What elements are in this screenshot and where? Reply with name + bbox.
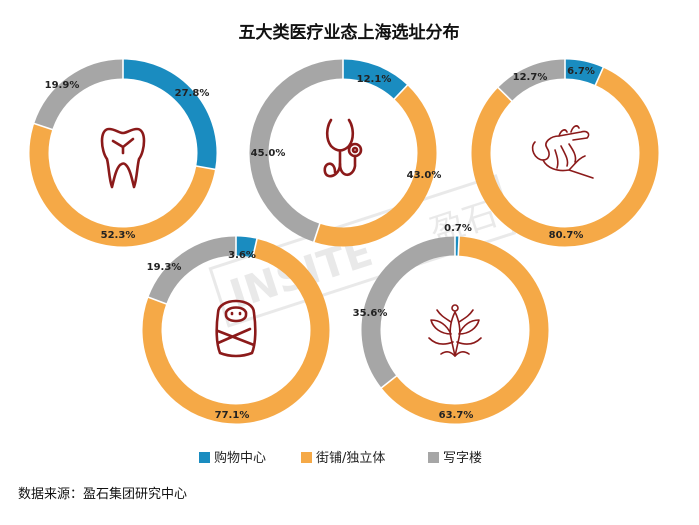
- segment-divider: [251, 237, 258, 259]
- donut-segment: [29, 123, 216, 247]
- data-label: 19.9%: [45, 80, 80, 91]
- legend-label-mall: 购物中心: [214, 450, 266, 466]
- donut-segment: [235, 236, 257, 258]
- legend-item-mall: 购物中心: [199, 450, 266, 466]
- donut-segment: [498, 59, 566, 102]
- data-label: 43.0%: [407, 170, 442, 181]
- data-label: 12.7%: [513, 72, 548, 83]
- donut-segment: [142, 238, 330, 424]
- donut-segment: [148, 236, 237, 305]
- legend-item-office: 写字楼: [428, 451, 482, 466]
- segment-divider: [195, 165, 217, 171]
- data-label: 63.7%: [439, 410, 474, 421]
- legend-label-street: 街铺/独立体: [316, 451, 385, 466]
- donut-baby: [142, 235, 330, 424]
- segment-divider: [393, 83, 409, 101]
- data-label: 3.6%: [228, 250, 256, 261]
- donut-segment: [342, 59, 408, 100]
- donut-segment: [122, 59, 217, 170]
- donut-tooth: [29, 58, 217, 247]
- legend-label-office: 写字楼: [443, 451, 482, 466]
- donut-segment: [381, 236, 549, 424]
- segment-divider: [457, 235, 460, 257]
- segment-divider: [380, 374, 398, 390]
- legend-item-street: 街铺/独立体: [301, 451, 385, 466]
- donut-segment: [471, 67, 659, 247]
- legend-swatch-mall: [199, 452, 210, 463]
- data-label: 0.7%: [444, 223, 472, 234]
- data-label: 77.1%: [215, 410, 250, 421]
- legend-swatch-street: [301, 452, 312, 463]
- stethoscope-icon: [323, 118, 363, 178]
- donut-hands: [471, 58, 659, 247]
- data-label: 45.0%: [251, 148, 286, 159]
- legend: 购物中心 街铺/独立体 写字楼: [199, 450, 482, 466]
- legend-swatch-office: [428, 452, 439, 463]
- donut-segment: [361, 236, 456, 388]
- data-label: 52.3%: [101, 230, 136, 241]
- data-label: 27.8%: [175, 88, 210, 99]
- donut-lotus: [361, 235, 549, 424]
- chart-title: 五大类医疗业态上海选址分布: [239, 22, 460, 43]
- donut-stethoscope: [249, 58, 437, 247]
- hands-icon: [531, 125, 594, 179]
- donut-segment: [313, 85, 437, 247]
- lotus-icon: [428, 304, 482, 357]
- segment-divider: [33, 122, 54, 131]
- donut-segment: [34, 59, 124, 130]
- data-label: 19.3%: [147, 262, 182, 273]
- tooth-icon: [100, 127, 146, 189]
- donut-segment: [564, 59, 604, 86]
- baby-icon: [215, 299, 257, 358]
- data-label: 80.7%: [549, 230, 584, 241]
- segment-divider: [496, 86, 513, 103]
- segment-divider: [312, 222, 321, 244]
- data-label: 12.1%: [357, 74, 392, 85]
- donut-segment: [249, 59, 344, 242]
- segment-divider: [147, 296, 168, 305]
- donut-charts: 27.8% 52.3% 19.9% 12.1% 43.0% 45.0% 6.7% 80.7% 1…: [29, 58, 659, 424]
- data-source: 数据来源：盈石集团研究中心: [18, 486, 187, 502]
- data-label: 6.7%: [567, 66, 595, 77]
- segment-divider: [594, 66, 605, 87]
- data-label: 35.6%: [353, 308, 388, 319]
